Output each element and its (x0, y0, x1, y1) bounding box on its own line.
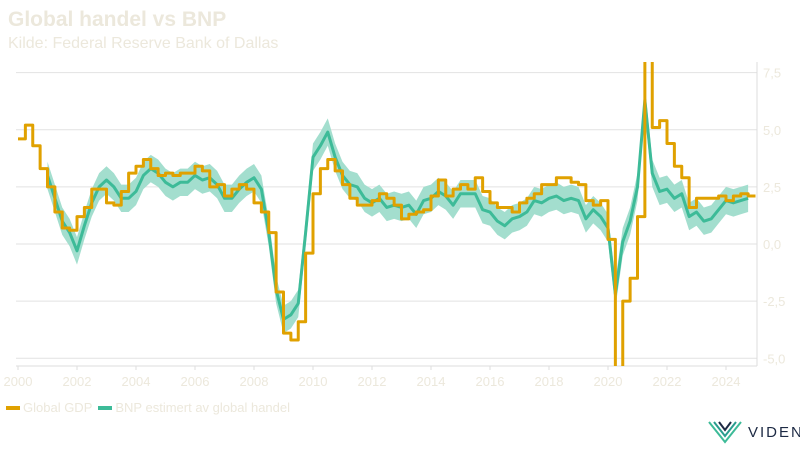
y-tick-label: -2,5 (763, 294, 785, 309)
chart-title: Global handel vs BNP (8, 8, 227, 31)
gdp-line (18, 62, 756, 366)
x-tick-label: 2024 (712, 374, 741, 389)
x-tick-label: 2018 (535, 374, 564, 389)
x-tick-label: 2000 (4, 374, 33, 389)
legend-swatch-bnp (98, 405, 113, 410)
y-tick-label: 7,5 (763, 66, 781, 81)
x-tick-label: 2012 (358, 374, 387, 389)
viden-logo-text: VIDEN (748, 423, 800, 441)
legend-item-gdp[interactable]: Global GDP (6, 400, 92, 415)
legend-swatch-gdp (6, 405, 20, 410)
x-tick-label: 2004 (122, 374, 151, 389)
viden-logo: VIDEN (708, 420, 800, 444)
x-tick-label: 2014 (417, 374, 446, 389)
x-tick-label: 2006 (181, 374, 210, 389)
viden-logo-icon (708, 421, 742, 444)
y-tick-label: 0,0 (763, 237, 781, 252)
y-tick-label: 5,0 (763, 123, 781, 138)
y-tick-label: 2,5 (763, 180, 781, 195)
bnp-confidence-band (47, 86, 749, 334)
legend-label-gdp: Global GDP (23, 400, 93, 415)
x-tick-label: 2022 (653, 374, 682, 389)
x-tick-label: 2008 (240, 374, 269, 389)
legend: Global GDP BNP estimert av global handel (6, 400, 290, 415)
x-tick-label: 2020 (594, 374, 623, 389)
chart-subtitle: Kilde: Federal Reserve Bank of Dallas (8, 35, 279, 52)
x-tick-label: 2002 (63, 374, 92, 389)
x-tick-label: 2010 (299, 374, 328, 389)
x-tick-label: 2016 (476, 374, 505, 389)
legend-item-bnp[interactable]: BNP estimert av global handel (98, 400, 290, 415)
legend-label-bnp: BNP estimert av global handel (115, 400, 291, 415)
y-tick-label: -5,0 (763, 351, 785, 366)
plot-series (18, 62, 756, 366)
